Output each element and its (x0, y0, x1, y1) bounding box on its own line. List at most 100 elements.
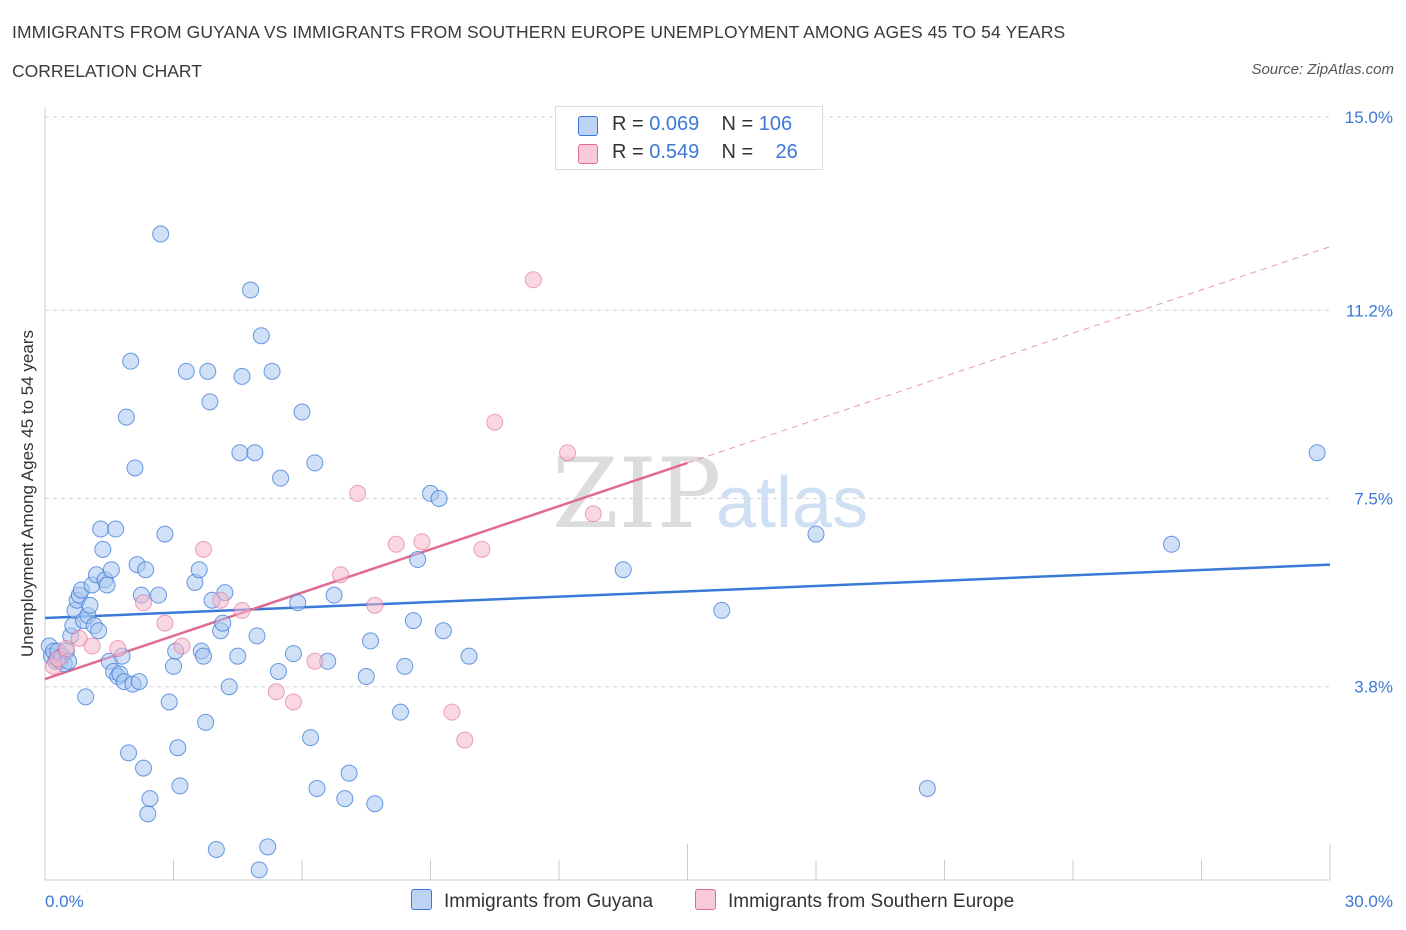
guyana-point (214, 614, 232, 632)
guyana-point (263, 362, 281, 380)
guyana-point (177, 362, 195, 380)
guyana-point (284, 645, 302, 663)
source-label: Source: ZipAtlas.com (1251, 61, 1394, 78)
southern-europe-point (135, 594, 153, 612)
axis-labels: 3.8% 7.5% 11.2% 15.0% 0.0% 30.0% Unemployment … (18, 108, 1393, 911)
guyana-point (246, 444, 264, 462)
guyana-point (293, 403, 311, 421)
watermark-zip: ZIP (552, 438, 721, 550)
southern-europe-legend-swatch (695, 889, 716, 910)
guyana-point (120, 744, 138, 762)
guyana-point (94, 540, 112, 558)
guyana-point (220, 678, 238, 696)
guyana-point (122, 352, 140, 370)
southern-europe-point (156, 614, 174, 632)
guyana-point (242, 281, 260, 299)
bottom-legend-southern-europe: Immigrants from Southern Europe (695, 889, 1014, 913)
guyana-swatch (578, 116, 598, 136)
guyana-point (289, 594, 307, 612)
guyana-point (169, 739, 187, 757)
southern-europe-swatch (578, 144, 598, 164)
legend-r-label: R = (612, 113, 650, 135)
bottom-legend-guyana: Immigrants from Guyana (411, 889, 653, 913)
y-tick-label: 11.2% (1346, 301, 1393, 320)
guyana-point (130, 673, 148, 691)
guyana-point (404, 612, 422, 630)
guyana-point (92, 520, 110, 538)
guyana-point (434, 622, 452, 640)
guyana-point (252, 327, 270, 345)
southern-europe-trend-line (44, 461, 688, 681)
southern-europe-point (332, 566, 350, 584)
guyana-point (117, 408, 135, 426)
guyana-point (233, 367, 251, 385)
legend-r-value: 0.069 (649, 113, 700, 135)
guyana-point (248, 627, 266, 645)
guyana-point (272, 469, 290, 487)
guyana-point (259, 838, 277, 856)
guyana-point (357, 668, 375, 686)
bottom-legend-southern-europe-label: Immigrants from Southern Europe (728, 891, 1015, 912)
legend-n-label: N = (721, 113, 759, 135)
guyana-point (150, 586, 168, 604)
guyana-point (1163, 535, 1181, 553)
southern-europe-point (413, 533, 431, 551)
southern-europe-point (109, 640, 127, 658)
axes (44, 107, 1331, 881)
guyana-point (336, 790, 354, 808)
grid (45, 116, 1330, 688)
chart-subtitle: CORRELATION CHART (12, 61, 202, 81)
y-axis-title: Unemployment Among Ages 45 to 54 years (18, 330, 37, 657)
x-tick-label: 0.0% (45, 892, 84, 911)
southern-europe-point (233, 601, 251, 619)
southern-europe-point (366, 596, 384, 614)
guyana-point (396, 657, 414, 675)
watermark-atlas: atlas (716, 463, 868, 543)
guyana-point (340, 764, 358, 782)
legend-n-label: N = (721, 141, 759, 163)
guyana-point (190, 561, 208, 579)
correlation-legend: R = 0.069 N = 106 R = 0.549 N = 26 (555, 106, 823, 170)
guyana-point (362, 632, 380, 650)
guyana-point (77, 688, 95, 706)
legend-r-value: 0.549 (649, 141, 700, 163)
guyana-point (392, 703, 410, 721)
guyana-point (139, 805, 157, 823)
guyana-point (409, 551, 427, 569)
guyana-point (165, 657, 182, 675)
guyana-point (98, 576, 116, 594)
legend-n-value: 26 (775, 141, 798, 163)
guyana-point (152, 225, 170, 243)
guyana-point (194, 647, 212, 665)
trend-lines (44, 246, 1331, 681)
guyana-point (269, 662, 287, 680)
southern-europe-point (473, 540, 491, 558)
guyana-point (201, 393, 219, 411)
guyana-point (229, 647, 247, 665)
guyana-point (430, 490, 448, 507)
guyana-point (160, 693, 178, 711)
guyana-point (171, 777, 189, 795)
southern-europe-point (70, 629, 88, 647)
guyana-point (250, 861, 268, 879)
legend-r-label: R = (612, 141, 650, 163)
guyana-point (141, 790, 159, 808)
southern-europe-point (83, 637, 101, 655)
guyana-point (302, 729, 320, 747)
x-tick-label: 30.0% (1345, 892, 1393, 911)
guyana-trend-line (44, 563, 1331, 620)
guyana-point (197, 713, 215, 731)
bottom-legend-guyana-label: Immigrants from Guyana (444, 891, 654, 912)
southern-europe-point (524, 271, 542, 289)
southern-europe-trend-extension (687, 246, 1331, 464)
southern-europe-point (306, 652, 324, 670)
southern-europe-point (173, 637, 191, 655)
southern-europe-point (284, 693, 302, 711)
southern-europe-point (57, 640, 75, 658)
watermark: ZIP atlas (552, 438, 868, 550)
guyana-point (366, 795, 384, 813)
guyana-point (156, 525, 174, 543)
data-points (40, 225, 1326, 879)
southern-europe-point (349, 484, 367, 502)
